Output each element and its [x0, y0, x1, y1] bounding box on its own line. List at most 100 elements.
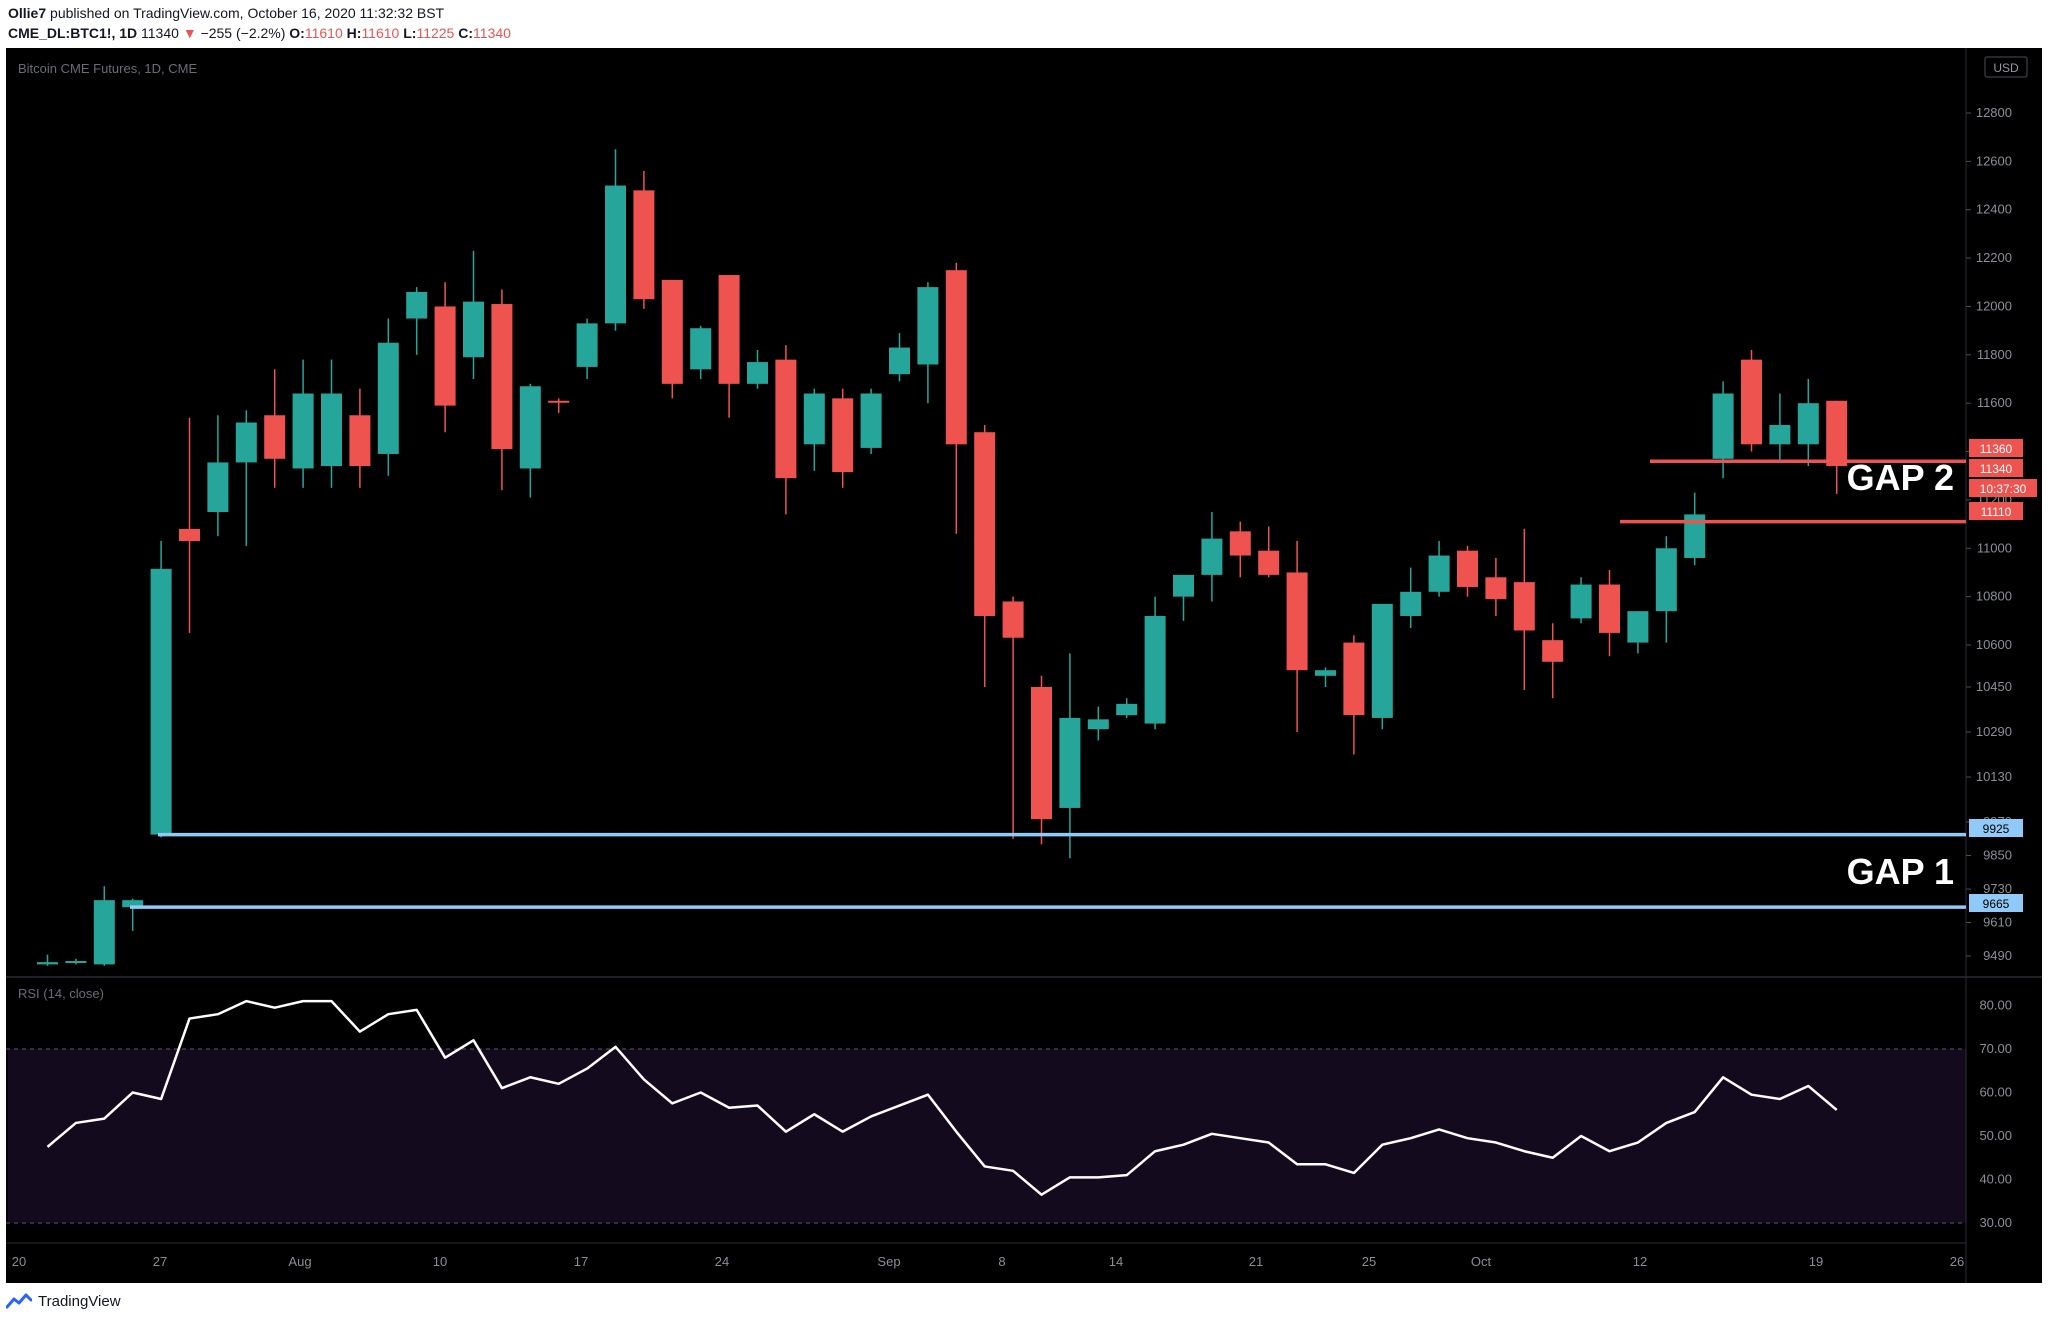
time-tick-label: 24 — [715, 1254, 729, 1269]
close-label: C: — [458, 25, 474, 41]
rsi-band — [8, 1049, 1966, 1223]
price-tick-label: 12800 — [1976, 105, 2012, 120]
rsi-line — [46, 999, 1838, 1196]
currency-label: USD — [1993, 61, 2019, 75]
candle-body — [1712, 393, 1734, 459]
candle-body — [803, 393, 825, 445]
candle-body — [463, 301, 484, 358]
candle-body — [832, 398, 854, 473]
candle-body — [377, 342, 399, 454]
price-tick-label: 12200 — [1976, 250, 2012, 265]
candle-body — [1116, 703, 1138, 716]
candle-body — [1428, 555, 1450, 592]
rsi-tick-label: 70.00 — [1979, 1041, 2012, 1056]
price-tick-label: 9610 — [1983, 915, 2012, 930]
candle-body — [1173, 574, 1194, 597]
tradingview-logo-icon — [6, 1293, 32, 1309]
last-price: 11340 — [141, 25, 179, 41]
price-label-9665 — [1969, 894, 2023, 912]
candle-body — [491, 304, 513, 450]
open-value: 11610 — [304, 25, 343, 41]
price-label-11340 — [1969, 459, 2023, 477]
currency-badge[interactable] — [1984, 56, 2028, 78]
candle-body — [150, 568, 172, 835]
candle-body — [718, 275, 740, 384]
candle-body — [1031, 687, 1052, 820]
candle-body — [1315, 670, 1336, 676]
price-label-11360 — [1969, 439, 2023, 457]
time-tick-label: 21 — [1249, 1254, 1263, 1269]
candle-body — [605, 185, 626, 324]
footer: TradingView — [6, 1288, 121, 1314]
time-axis[interactable]: 20 27 Aug 10 17 24 Sep 8 14 21 25 Oct 12 19 26 — [12, 1254, 1964, 1269]
time-tick-label: 26 — [1950, 1254, 1964, 1269]
low-value: 11225 — [416, 25, 455, 41]
candle-body — [633, 190, 655, 300]
author-name[interactable]: Ollie7 — [8, 5, 47, 21]
price-label-9925-text: 9925 — [1983, 822, 2010, 836]
price-label-11360-text: 11360 — [1980, 442, 2013, 456]
rsi-tick-label: 50.00 — [1979, 1128, 2012, 1143]
close-value: 11340 — [473, 25, 511, 41]
candle-body — [1400, 591, 1422, 616]
candle-body — [1286, 572, 1308, 671]
candle-body — [235, 422, 257, 463]
rsi-tick-label: 30.00 — [1979, 1215, 2012, 1230]
down-arrow-icon: ▼ — [182, 25, 197, 41]
candle-body — [747, 362, 768, 384]
time-tick-label: 20 — [12, 1254, 26, 1269]
candle-body — [1485, 577, 1507, 600]
candle-body — [1599, 584, 1620, 633]
candle-body — [1570, 584, 1592, 619]
price-tick-label: 11600 — [1977, 395, 2012, 410]
price-tick-label: 11000 — [1977, 540, 2012, 555]
publish-line: Ollie7 published on TradingView.com, Oct… — [8, 5, 444, 21]
candle-body — [349, 415, 371, 467]
candle-body — [1797, 403, 1819, 445]
time-tick-label: 27 — [153, 1254, 167, 1269]
candle-body — [548, 400, 570, 403]
annotation-gap-2: GAP 2 — [1847, 457, 1954, 498]
candle-body — [519, 386, 541, 469]
candle-body — [1627, 611, 1649, 643]
candle-body — [1769, 424, 1791, 445]
candle-body — [406, 291, 428, 319]
candle-series — [37, 149, 1848, 966]
candle-body — [37, 962, 58, 965]
candle-body — [1201, 538, 1223, 575]
candle-body — [1513, 582, 1535, 631]
candle-body — [974, 432, 996, 616]
time-tick-label: 19 — [1809, 1254, 1823, 1269]
price-tick-label: 10600 — [1976, 637, 2012, 652]
candle-body — [93, 900, 115, 965]
low-label: L: — [403, 25, 417, 41]
price-tick-label: 9730 — [1983, 881, 2012, 896]
price-tick-label: 12600 — [1976, 153, 2012, 168]
time-tick-label: 25 — [1362, 1254, 1376, 1269]
price-tick-label: 10290 — [1976, 724, 2012, 739]
price-label-11110 — [1969, 502, 2023, 520]
time-tick-label: 8 — [998, 1254, 1005, 1269]
candle-body — [1087, 719, 1109, 730]
time-tick-label: 12 — [1633, 1254, 1647, 1269]
price-tick-label: 10130 — [1976, 769, 2012, 784]
candle-body — [1826, 400, 1848, 467]
candle-body — [1229, 531, 1251, 556]
time-tick-label: 14 — [1109, 1254, 1123, 1269]
time-tick-label: Sep — [877, 1254, 900, 1269]
candle-body — [661, 279, 683, 384]
footer-brand[interactable]: TradingView — [38, 1292, 121, 1310]
price-label-11340-text: 11340 — [1980, 462, 2013, 476]
price-tick-label: 10450 — [1976, 679, 2012, 694]
candle-body — [1002, 601, 1024, 638]
rsi-tick-label: 60.00 — [1979, 1085, 2012, 1100]
price-tick-label: 11800 — [1977, 347, 2012, 362]
candle-body — [1741, 359, 1762, 445]
candle-body — [1684, 514, 1706, 558]
high-label: H: — [346, 25, 362, 41]
price-label-9665-text: 9665 — [1983, 897, 2010, 911]
rsi-title: RSI (14, close) — [18, 986, 104, 1001]
gap-levels — [130, 459, 1966, 909]
time-tick-label: Oct — [1471, 1254, 1492, 1269]
